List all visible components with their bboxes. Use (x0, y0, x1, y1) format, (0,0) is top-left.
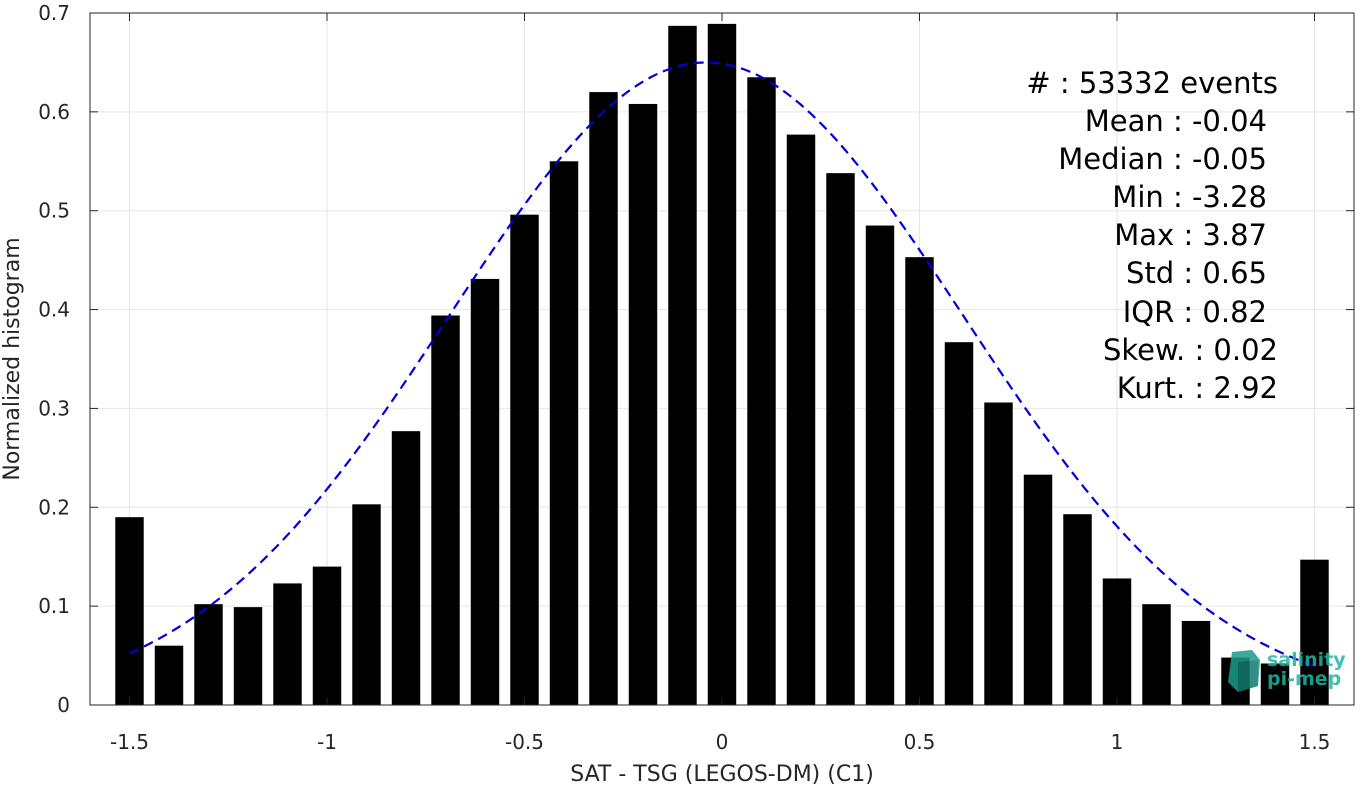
x-tick-label: -1.5 (110, 730, 149, 754)
histogram-bar (391, 431, 421, 705)
y-tick-label: 0.4 (38, 298, 70, 322)
stat-std: Std : 0.65 (1126, 256, 1267, 290)
stat-events: # : 53332 events (1026, 66, 1278, 100)
histogram-bar (707, 23, 737, 706)
histogram-bar (115, 517, 144, 705)
x-axis-ticks: -1.5 -1 -0.5 0 0.5 1 1.5 (110, 13, 1330, 754)
stat-skew: Skew. : 0.02 (1103, 333, 1278, 367)
histogram-bar (1063, 514, 1092, 705)
y-axis-label: Normalized histogram (0, 237, 25, 480)
histogram-bar (1142, 604, 1171, 705)
histogram-bar (865, 225, 895, 706)
histogram-bar (273, 583, 302, 705)
x-tick-label: 0.5 (904, 730, 936, 754)
stat-mean: Mean : -0.04 (1085, 104, 1267, 138)
stats-box: # : 53332 events Mean : -0.04 Median : -… (1026, 66, 1278, 405)
logo-text-pimep: pi-mep (1267, 668, 1341, 690)
histogram-bar (668, 25, 697, 705)
histogram-bar (1300, 559, 1329, 705)
x-axis-label: SAT - TSG (LEGOS-DM) (C1) (570, 762, 874, 785)
histogram-bar (944, 342, 974, 705)
logo-cube-shade (1238, 660, 1258, 692)
histogram-bar (747, 77, 776, 705)
histogram-bar (154, 645, 184, 705)
histogram-bar (510, 214, 539, 705)
y-tick-label: 0.5 (38, 199, 70, 223)
histogram-bar (352, 504, 381, 705)
histogram-bar (312, 566, 342, 705)
histogram-bar (589, 92, 618, 706)
y-tick-label: 0.6 (38, 100, 70, 124)
histogram-bar (470, 278, 500, 705)
histogram-bar (1023, 474, 1053, 705)
histogram-bar (1181, 620, 1211, 705)
histogram-bar (1102, 578, 1132, 705)
y-tick-label: 0.7 (38, 1, 70, 25)
y-tick-label: 0.1 (38, 594, 70, 618)
x-tick-label: 1.5 (1299, 730, 1331, 754)
y-tick-label: 0.2 (38, 495, 70, 519)
y-tick-label: 0 (57, 693, 70, 717)
histogram-bars (115, 23, 1329, 706)
histogram-bar (628, 103, 658, 706)
histogram-bar (233, 607, 263, 705)
salinity-pimep-logo: salinity pi-mep (1228, 649, 1346, 692)
stat-min: Min : -3.28 (1112, 180, 1267, 214)
histogram-bar (826, 173, 855, 706)
logo-text-salinity: salinity (1267, 649, 1346, 671)
histogram-bar (1260, 663, 1290, 705)
histogram-bar (786, 134, 816, 705)
histogram-bar (984, 402, 1013, 705)
x-tick-label: 1 (1111, 730, 1124, 754)
histogram-bar (549, 161, 579, 706)
y-axis-ticks: 0 0.1 0.2 0.3 0.4 0.5 0.6 0.7 (38, 1, 1354, 717)
histogram-bar (194, 604, 223, 705)
stat-max: Max : 3.87 (1114, 218, 1267, 252)
stat-median: Median : -0.05 (1058, 142, 1267, 176)
histogram-bar (905, 257, 934, 705)
stat-kurt: Kurt. : 2.92 (1117, 371, 1278, 405)
histogram-bar (431, 315, 460, 705)
x-tick-label: -1 (317, 730, 337, 754)
stat-iqr: IQR : 0.82 (1123, 295, 1267, 329)
y-tick-label: 0.3 (38, 396, 70, 420)
x-tick-label: 0 (716, 730, 729, 754)
gaussian-fit-curve (129, 61, 1315, 668)
x-tick-label: -0.5 (505, 730, 544, 754)
